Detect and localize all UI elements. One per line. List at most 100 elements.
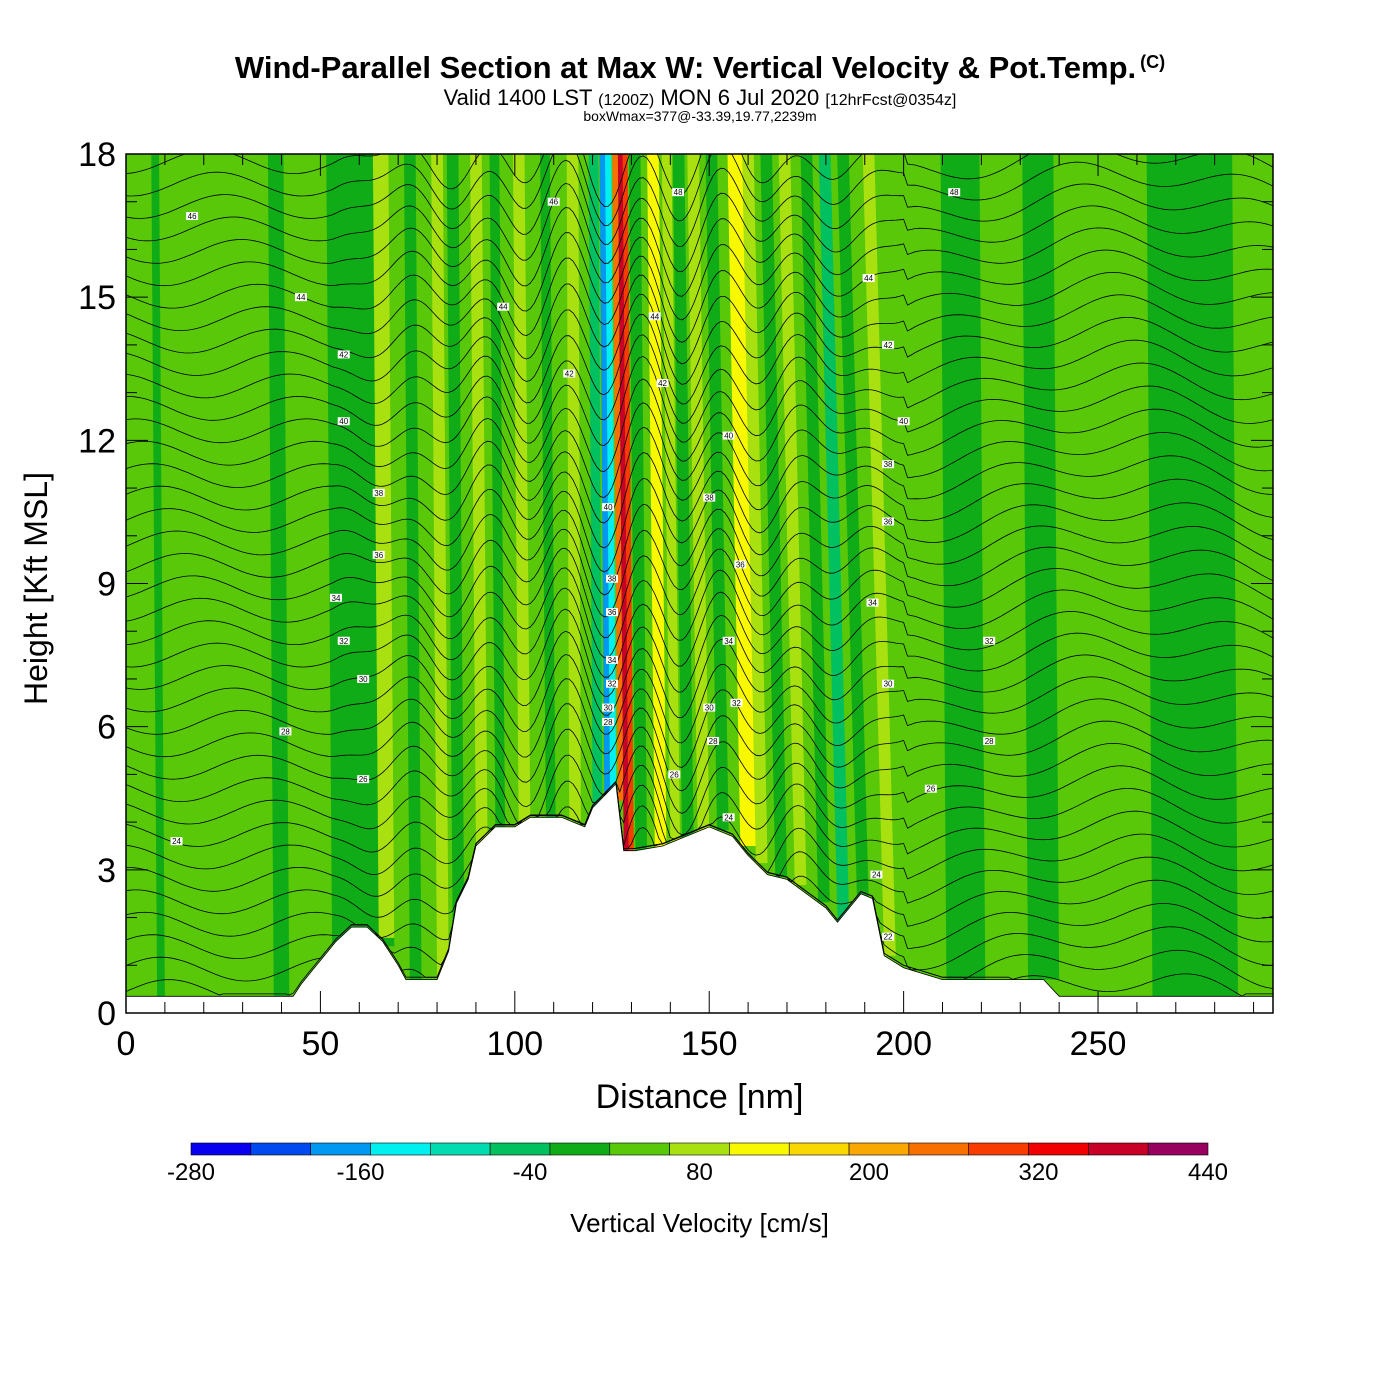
theta-contour <box>126 503 1273 596</box>
colorbar-swatch <box>669 1142 730 1156</box>
x-tick-label: 0 <box>117 1025 136 1063</box>
chart-title: Wind-Parallel Section at Max W: Vertical… <box>0 50 1400 86</box>
valid-date: MON 6 Jul 2020 <box>660 85 820 110</box>
contour-label: 22 <box>884 933 893 942</box>
theta-contour <box>126 154 1273 207</box>
contour-label: 44 <box>650 312 659 321</box>
theta-contour <box>126 654 1273 744</box>
theta-contour <box>126 781 1273 856</box>
theta-contour <box>126 630 1273 719</box>
contour-label-bg <box>294 293 307 302</box>
contour-label-bg <box>703 493 716 502</box>
contour-label: 42 <box>658 379 667 388</box>
contour-label: 36 <box>374 551 383 560</box>
velocity-band <box>599 154 611 796</box>
colorbar-swatch <box>609 1142 670 1156</box>
contour-label: 46 <box>549 198 558 207</box>
contour-label: 34 <box>724 637 733 646</box>
contour-label-bg <box>372 550 385 559</box>
velocity-band <box>687 154 710 832</box>
contour-label-bg <box>722 813 735 822</box>
colorbar-tick-label: -40 <box>513 1159 548 1186</box>
contour-label-bg <box>648 312 661 321</box>
contour-label-bg <box>882 932 895 941</box>
contour-label: 34 <box>332 594 341 603</box>
y-tick-label: 12 <box>78 422 116 460</box>
colorbar-swatch <box>310 1142 371 1156</box>
contour-label-bg <box>337 350 350 359</box>
contour-label-bg <box>882 679 895 688</box>
y-axis-label: Height [Kft MSL] <box>18 472 54 705</box>
contour-label-bg <box>606 655 619 664</box>
x-tick-label: 150 <box>681 1025 738 1063</box>
contour-label-bg <box>882 340 895 349</box>
colorbar-tick-label: 200 <box>849 1159 889 1186</box>
contour-label-bg <box>279 727 292 736</box>
velocity-band <box>372 154 395 938</box>
contour-label: 28 <box>985 737 994 746</box>
y-tick-label: 9 <box>97 566 116 604</box>
contour-label-bg <box>948 188 961 197</box>
contour-label: 42 <box>565 370 574 379</box>
contour-label: 42 <box>339 350 348 359</box>
contour-label-bg <box>672 188 685 197</box>
colorbar-swatch <box>250 1142 311 1156</box>
theta-contour <box>126 255 1273 343</box>
valid-prefix: Valid 1400 LST <box>443 85 593 110</box>
valid-utc: (1200Z) <box>598 92 655 109</box>
x-tick-label: 100 <box>486 1025 543 1063</box>
theta-contour <box>126 528 1273 618</box>
theta-contour <box>126 402 1273 498</box>
colorbar-swatch <box>848 1142 910 1156</box>
theta-contour <box>126 477 1273 573</box>
y-tick-label: 3 <box>97 852 116 890</box>
contour-label-bg <box>656 379 669 388</box>
vertical-velocity-field <box>151 154 1239 997</box>
contour-label: 38 <box>608 575 617 584</box>
contour-label-bg <box>734 560 747 569</box>
theta-contour <box>126 587 1273 678</box>
contour-label: 42 <box>884 341 893 350</box>
contour-label-bg <box>730 698 743 707</box>
potential-temperature-contours <box>126 154 1273 997</box>
contour-label: 46 <box>188 212 197 221</box>
contour-labels: 46 44 42 40 38 36 34 32 30 28 26 24 46 44 42 48 44 42 40 38… <box>170 188 996 942</box>
x-tick-label: 250 <box>1070 1025 1127 1063</box>
contour-label-bg <box>722 636 735 645</box>
contour-label: 40 <box>899 417 908 426</box>
contour-label-bg <box>372 488 385 497</box>
theta-contour <box>126 426 1273 524</box>
contour-label: 32 <box>985 637 994 646</box>
theta-contour <box>126 294 1273 385</box>
velocity-band <box>628 154 648 851</box>
x-tick-label: 50 <box>301 1025 339 1063</box>
contour-label-bg <box>606 574 619 583</box>
contour-label-bg <box>870 870 883 879</box>
contour-label: 24 <box>872 871 881 880</box>
contour-label: 36 <box>884 517 893 526</box>
theta-contour <box>126 726 1273 814</box>
contour-label: 30 <box>359 675 368 684</box>
contour-label-bg <box>924 784 937 793</box>
velocity-band <box>612 154 624 801</box>
velocity-band <box>151 154 165 997</box>
velocity-band <box>1146 154 1239 997</box>
contour-label-bg <box>357 674 370 683</box>
contour-label: 38 <box>884 460 893 469</box>
colorbar-swatch <box>429 1142 491 1156</box>
contour-label-bg <box>882 460 895 469</box>
contour-label: 24 <box>724 813 733 822</box>
contour-label-bg <box>606 679 619 688</box>
velocity-band <box>566 154 581 821</box>
contour-label-bg <box>186 212 199 221</box>
theta-contour <box>126 703 1273 792</box>
theta-contour <box>126 608 1273 697</box>
theta-contour <box>126 678 1273 768</box>
colorbar-tick-label: 80 <box>686 1159 713 1186</box>
contour-label: 30 <box>604 704 613 713</box>
contour-label: 30 <box>884 680 893 689</box>
contour-label: 26 <box>670 770 679 779</box>
contour-label-bg <box>707 736 720 745</box>
contour-label: 32 <box>339 637 348 646</box>
